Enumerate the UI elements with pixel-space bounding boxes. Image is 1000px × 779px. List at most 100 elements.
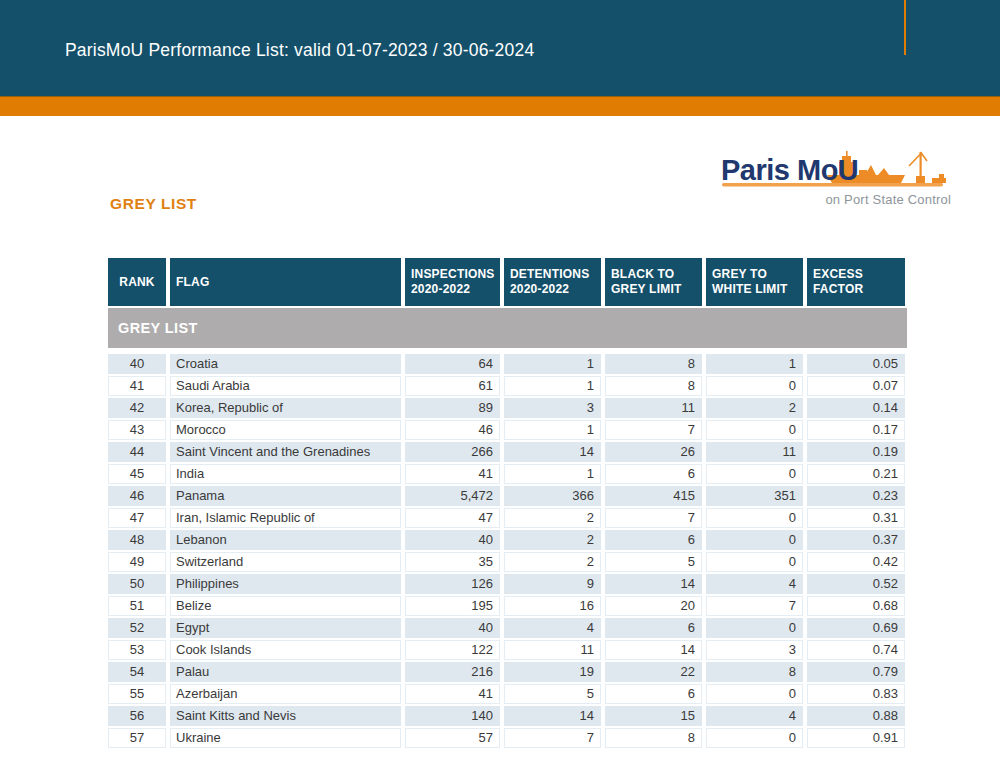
- cell-black-to-grey: 14: [605, 640, 702, 660]
- cell-inspections: 41: [405, 464, 500, 484]
- cell-detentions: 1: [504, 420, 601, 440]
- cell-grey-to-white: 0: [706, 618, 803, 638]
- cell-excess-factor: 0.42: [807, 552, 905, 572]
- cell-rank: 49: [108, 552, 166, 572]
- performance-table: RANKFLAGINSPECTIONS2020-2022DETENTIONS20…: [108, 258, 907, 748]
- cell-inspections: 41: [405, 684, 500, 704]
- cell-excess-factor: 0.19: [807, 442, 905, 462]
- cell-grey-to-white: 0: [706, 552, 803, 572]
- table-header-row: RANKFLAGINSPECTIONS2020-2022DETENTIONS20…: [108, 258, 907, 306]
- cell-rank: 45: [108, 464, 166, 484]
- cell-grey-to-white: 7: [706, 596, 803, 616]
- table-body: 40Croatia641810.0541Saudi Arabia611800.0…: [108, 354, 907, 748]
- table-row: 48Lebanon402600.37: [108, 530, 907, 550]
- parismou-logo: Paris MoU on Port State Control: [715, 150, 955, 216]
- cell-detentions: 1: [504, 376, 601, 396]
- section-title: GREY LIST: [110, 195, 197, 213]
- cell-flag: India: [170, 464, 401, 484]
- cell-flag: Saint Vincent and the Grenadines: [170, 442, 401, 462]
- cell-rank: 44: [108, 442, 166, 462]
- cell-excess-factor: 0.21: [807, 464, 905, 484]
- cell-excess-factor: 0.23: [807, 486, 905, 506]
- cell-rank: 41: [108, 376, 166, 396]
- cell-excess-factor: 0.17: [807, 420, 905, 440]
- table-row: 57Ukraine577800.91: [108, 728, 907, 748]
- cell-black-to-grey: 8: [605, 376, 702, 396]
- cell-detentions: 1: [504, 464, 601, 484]
- cell-black-to-grey: 20: [605, 596, 702, 616]
- cell-flag: Lebanon: [170, 530, 401, 550]
- cell-black-to-grey: 14: [605, 574, 702, 594]
- cell-rank: 50: [108, 574, 166, 594]
- table-row: 52Egypt404600.69: [108, 618, 907, 638]
- cell-black-to-grey: 15: [605, 706, 702, 726]
- cell-grey-to-white: 0: [706, 530, 803, 550]
- cell-excess-factor: 0.05: [807, 354, 905, 374]
- cell-grey-to-white: 0: [706, 728, 803, 748]
- cell-inspections: 122: [405, 640, 500, 660]
- cell-grey-to-white: 11: [706, 442, 803, 462]
- table-row: 44Saint Vincent and the Grenadines266142…: [108, 442, 907, 462]
- table-row: 40Croatia641810.05: [108, 354, 907, 374]
- cell-inspections: 46: [405, 420, 500, 440]
- table-row: 54Palau216192280.79: [108, 662, 907, 682]
- cell-black-to-grey: 6: [605, 618, 702, 638]
- cell-flag: Egypt: [170, 618, 401, 638]
- cell-inspections: 195: [405, 596, 500, 616]
- cell-inspections: 266: [405, 442, 500, 462]
- column-header-inspections: INSPECTIONS2020-2022: [405, 258, 500, 306]
- cell-rank: 55: [108, 684, 166, 704]
- cell-rank: 40: [108, 354, 166, 374]
- cell-rank: 56: [108, 706, 166, 726]
- cell-inspections: 47: [405, 508, 500, 528]
- cell-excess-factor: 0.68: [807, 596, 905, 616]
- cell-rank: 54: [108, 662, 166, 682]
- logo-tagline: on Port State Control: [825, 192, 951, 207]
- cell-excess-factor: 0.31: [807, 508, 905, 528]
- table-row: 41Saudi Arabia611800.07: [108, 376, 907, 396]
- table-row: 47Iran, Islamic Republic of472700.31: [108, 508, 907, 528]
- page-title: ParisMoU Performance List: valid 01-07-2…: [65, 40, 534, 61]
- cell-flag: Switzerland: [170, 552, 401, 572]
- cell-inspections: 57: [405, 728, 500, 748]
- cell-grey-to-white: 0: [706, 464, 803, 484]
- cell-flag: Palau: [170, 662, 401, 682]
- cell-black-to-grey: 22: [605, 662, 702, 682]
- table-row: 42Korea, Republic of8931120.14: [108, 398, 907, 418]
- cell-flag: Belize: [170, 596, 401, 616]
- cell-rank: 48: [108, 530, 166, 550]
- cell-flag: Saint Kitts and Nevis: [170, 706, 401, 726]
- cell-black-to-grey: 7: [605, 420, 702, 440]
- cell-rank: 57: [108, 728, 166, 748]
- cell-excess-factor: 0.88: [807, 706, 905, 726]
- cell-flag: Saudi Arabia: [170, 376, 401, 396]
- table-row: 49Switzerland352500.42: [108, 552, 907, 572]
- cell-black-to-grey: 415: [605, 486, 702, 506]
- cell-inspections: 5,472: [405, 486, 500, 506]
- column-header-rank: RANK: [108, 258, 166, 306]
- cell-detentions: 7: [504, 728, 601, 748]
- cell-inspections: 61: [405, 376, 500, 396]
- cell-black-to-grey: 6: [605, 684, 702, 704]
- cell-black-to-grey: 6: [605, 530, 702, 550]
- column-header-flag: FLAG: [170, 258, 401, 306]
- column-header-black-to: BLACK TOGREY LIMIT: [605, 258, 702, 306]
- cell-detentions: 9: [504, 574, 601, 594]
- column-header-detentions: DETENTIONS2020-2022: [504, 258, 601, 306]
- cell-rank: 47: [108, 508, 166, 528]
- cell-flag: Panama: [170, 486, 401, 506]
- cell-black-to-grey: 8: [605, 728, 702, 748]
- cell-inspections: 216: [405, 662, 500, 682]
- cell-detentions: 16: [504, 596, 601, 616]
- table-row: 50Philippines12691440.52: [108, 574, 907, 594]
- cell-black-to-grey: 5: [605, 552, 702, 572]
- cell-excess-factor: 0.07: [807, 376, 905, 396]
- logo-wordmark: Paris MoU: [721, 156, 858, 185]
- cell-rank: 43: [108, 420, 166, 440]
- cell-grey-to-white: 0: [706, 420, 803, 440]
- cell-flag: Iran, Islamic Republic of: [170, 508, 401, 528]
- cell-black-to-grey: 26: [605, 442, 702, 462]
- cell-detentions: 4: [504, 618, 601, 638]
- cell-grey-to-white: 8: [706, 662, 803, 682]
- top-banner: ParisMoU Performance List: valid 01-07-2…: [0, 0, 1000, 96]
